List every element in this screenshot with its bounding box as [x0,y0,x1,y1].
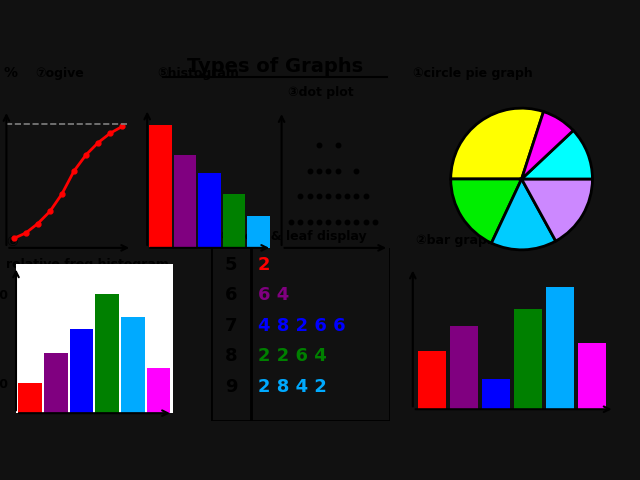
Wedge shape [522,112,573,179]
Bar [198,173,221,248]
Bar [223,194,245,248]
Bar [121,317,145,413]
Text: ②bar graph: ②bar graph [416,234,496,247]
Text: 2 8 4 2: 2 8 4 2 [258,378,326,396]
Bar [547,287,573,409]
Text: relative freq histogram: relative freq histogram [6,258,169,271]
Bar [147,368,170,413]
Text: 4 8 2 6 6: 4 8 2 6 6 [258,317,346,335]
Text: ⑤histogram: ⑤histogram [157,67,239,80]
Wedge shape [451,179,522,243]
Bar [483,379,509,409]
Text: 9: 9 [225,378,237,396]
Bar [174,155,196,248]
Bar [19,383,42,413]
Bar [149,125,172,248]
Text: 2: 2 [258,255,270,274]
Text: 8: 8 [225,348,237,365]
Text: ⑥: ⑥ [6,235,18,249]
Wedge shape [451,108,543,179]
Text: 2 2 6 4: 2 2 6 4 [258,348,326,365]
Text: 7: 7 [225,317,237,335]
Text: 6 4: 6 4 [258,286,289,304]
Bar [515,310,541,409]
Bar [247,216,270,248]
Text: 6: 6 [225,286,237,304]
Wedge shape [492,179,556,250]
Bar [95,294,119,413]
Text: Types of Graphs: Types of Graphs [187,57,364,76]
Bar [44,353,68,413]
Wedge shape [522,179,593,241]
Text: ④stem & leaf display: ④stem & leaf display [221,230,367,243]
Bar [451,326,477,409]
Bar [419,351,445,409]
Text: ⑦ogive: ⑦ogive [35,67,84,80]
Text: ③dot plot: ③dot plot [288,86,354,99]
Bar [70,329,93,413]
Wedge shape [522,131,593,179]
Text: 5: 5 [225,255,237,274]
Text: %: % [3,66,17,80]
Bar [579,343,605,409]
Text: ①circle pie graph: ①circle pie graph [413,67,532,80]
